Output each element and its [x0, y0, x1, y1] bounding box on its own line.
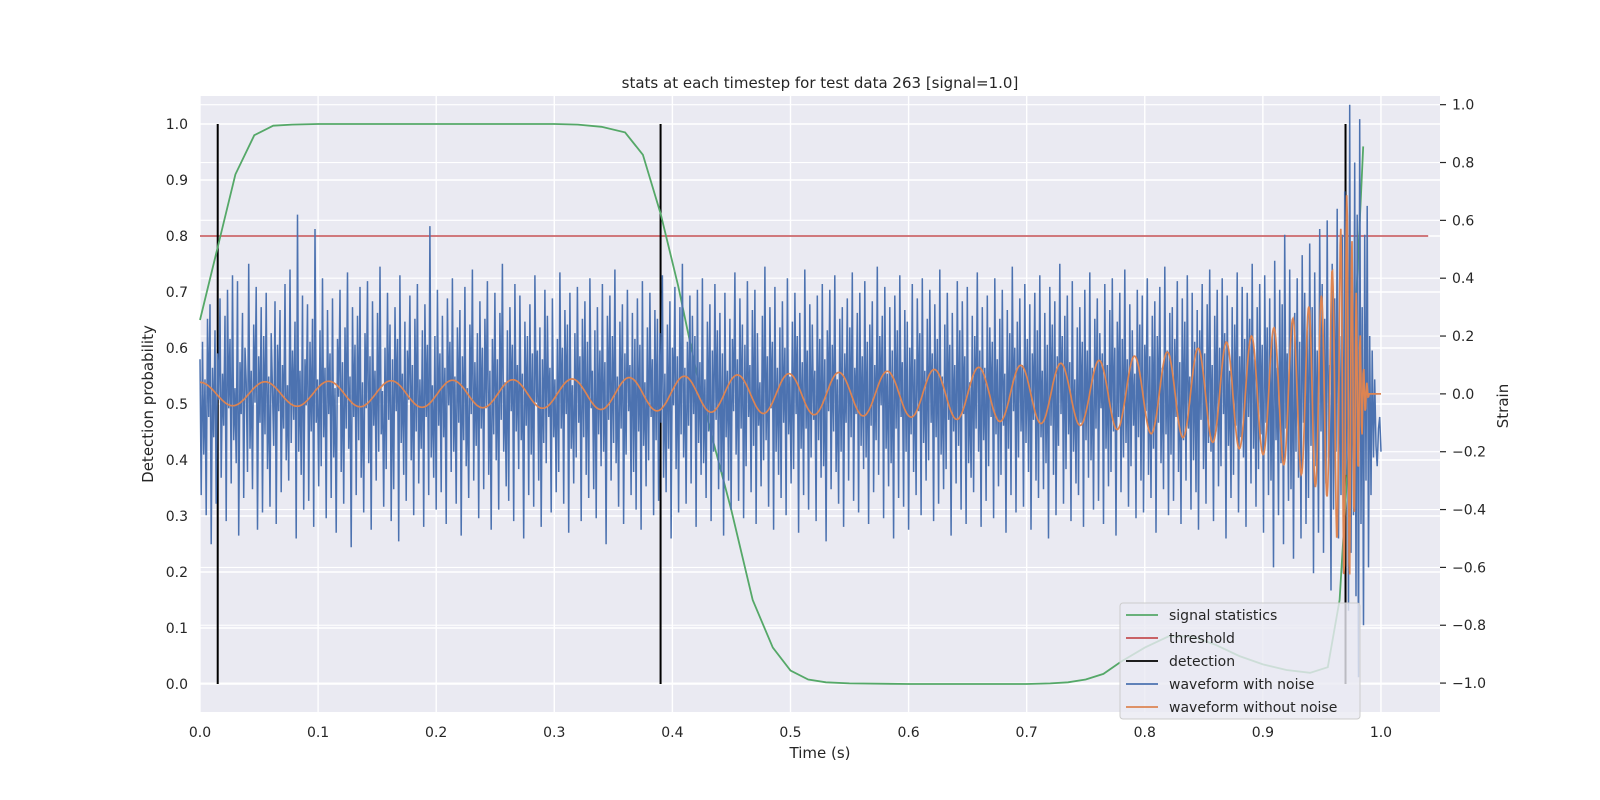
ticks: 0.0 0.1 0.2 0.3 0.4 0.5 0.6 0.7 0.8 0.9 1.0 0.0 0.1 0…: [166, 98, 1486, 741]
y-tick-label: 0.4: [166, 453, 188, 469]
legend-label-detection: detection: [1169, 654, 1235, 670]
y2-tick-label: 1.0: [1452, 98, 1474, 114]
x-axis-label: Time (s): [789, 744, 851, 762]
legend-label-noisy: waveform with noise: [1169, 677, 1314, 693]
y2-tick-label: −0.2: [1452, 445, 1486, 461]
x-tick-label: 0.9: [1252, 725, 1274, 741]
y-tick-label: 0.5: [166, 397, 188, 413]
y-tick-label: 0.7: [166, 285, 188, 301]
y-tick-label: 0.0: [166, 677, 188, 693]
y2-tick-label: 0.0: [1452, 387, 1474, 403]
y2-tick-label: 0.2: [1452, 329, 1474, 345]
y-tick-label: 0.3: [166, 509, 188, 525]
x-tick-label: 0.4: [661, 725, 683, 741]
x-tick-label: 0.7: [1016, 725, 1038, 741]
legend-label-signal: signal statistics: [1169, 608, 1277, 624]
y-tick-label: 0.1: [166, 621, 188, 637]
y-axis-label: Detection probability: [139, 325, 157, 483]
legend-label-threshold: threshold: [1169, 631, 1235, 647]
y2-tick-label: −1.0: [1452, 676, 1486, 692]
x-tick-label: 0.5: [779, 725, 801, 741]
legend-box: [1119, 602, 1361, 720]
x-tick-label: 1.0: [1370, 725, 1392, 741]
y-tick-label: 0.9: [166, 173, 188, 189]
y2-tick-label: −0.4: [1452, 503, 1486, 519]
y2-tick-label: 0.8: [1452, 156, 1474, 172]
x-tick-label: 0.2: [425, 725, 447, 741]
legend-label-clean: waveform without noise: [1169, 700, 1337, 716]
waveform-without-noise-line: [200, 195, 1381, 575]
x-tick-label: 0.6: [897, 725, 919, 741]
legend: signal statistics threshold detection wa…: [1119, 602, 1361, 720]
waveform-with-noise-line: [199, 104, 1382, 678]
y2-axis-label: Strain: [1494, 384, 1512, 428]
y2-tick-label: −0.8: [1452, 618, 1486, 634]
x-tick-label: 0.0: [189, 725, 211, 741]
chart-title: stats at each timestep for test data 263…: [622, 74, 1019, 92]
y2-tick-label: 0.6: [1452, 213, 1474, 229]
x-tick-label: 0.3: [543, 725, 565, 741]
y-tick-label: 0.6: [166, 341, 188, 357]
y-tick-label: 0.8: [166, 229, 188, 245]
y2-tick-label: 0.4: [1452, 271, 1474, 287]
x-tick-label: 0.8: [1134, 725, 1156, 741]
y2-tick-label: −0.6: [1452, 560, 1486, 576]
y-tick-label: 1.0: [166, 117, 188, 133]
x-tick-label: 0.1: [307, 725, 329, 741]
y-tick-label: 0.2: [166, 565, 188, 581]
